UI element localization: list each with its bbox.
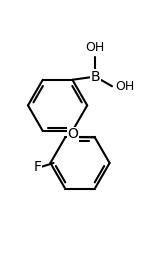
Text: O: O xyxy=(67,127,78,141)
Text: OH: OH xyxy=(86,41,105,54)
Text: OH: OH xyxy=(115,80,134,93)
Text: B: B xyxy=(90,70,100,84)
Text: F: F xyxy=(34,160,42,174)
